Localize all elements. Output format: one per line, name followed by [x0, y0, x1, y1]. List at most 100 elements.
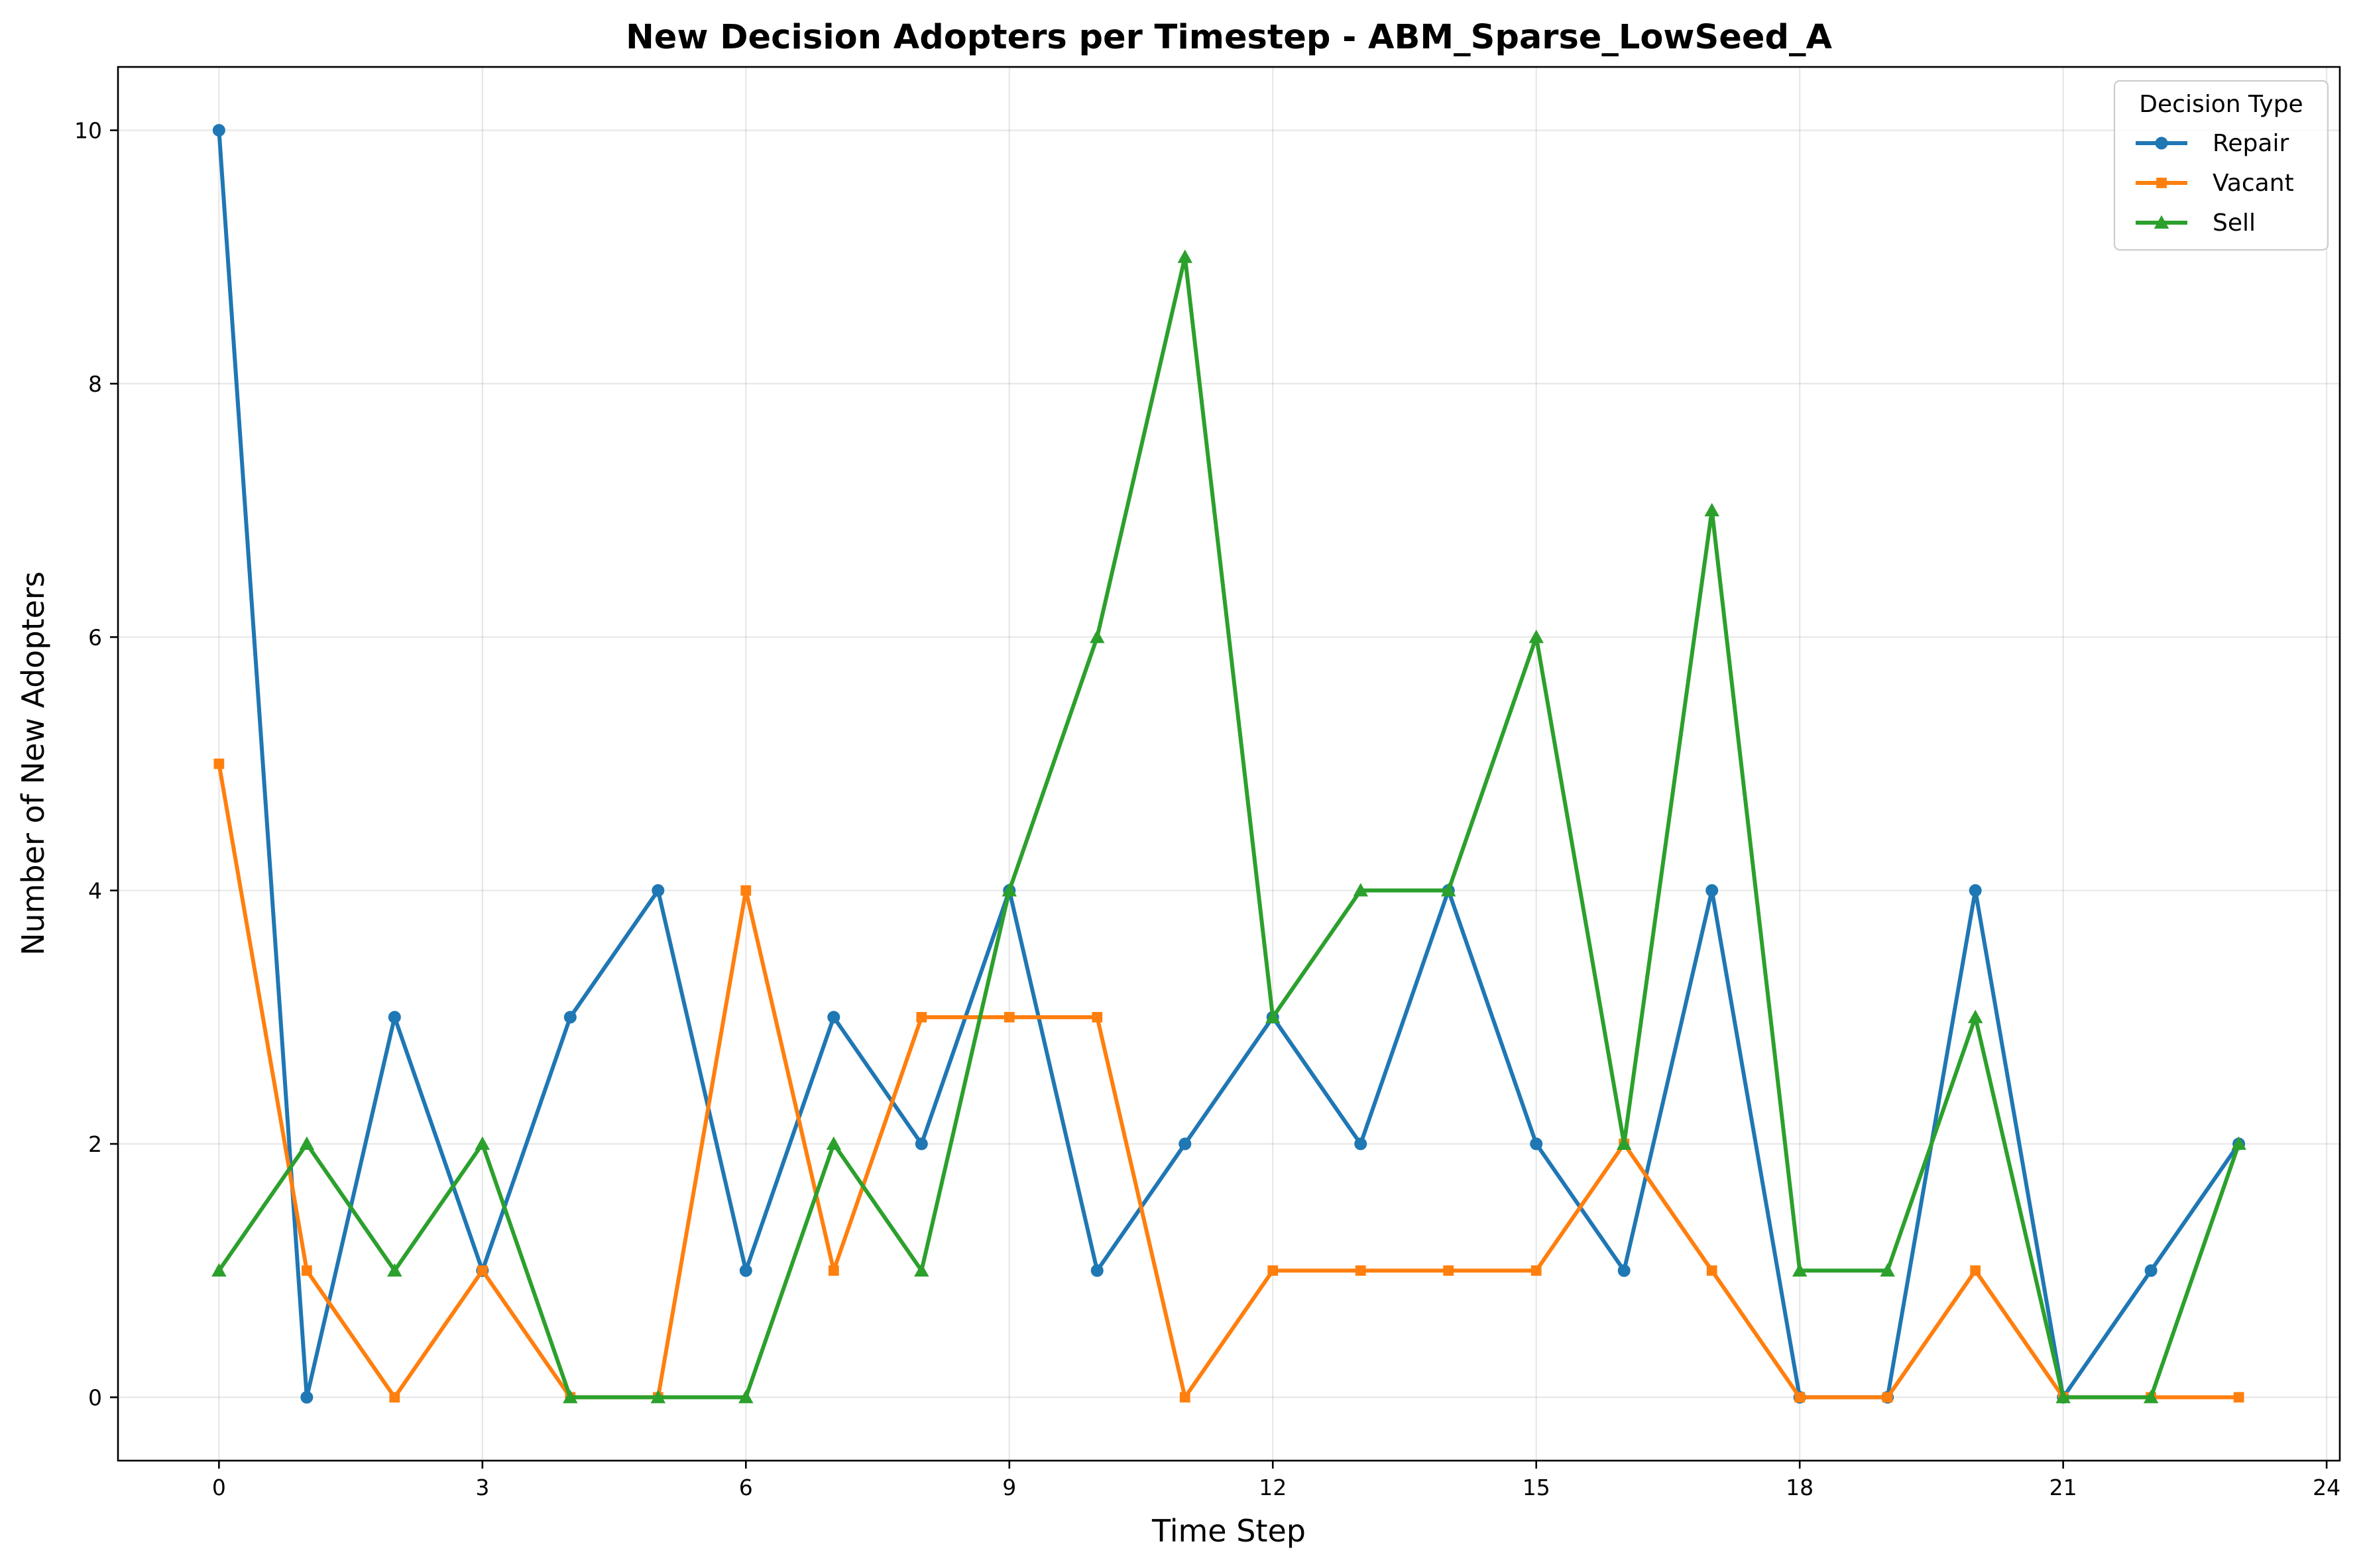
axes-frame	[117, 66, 2341, 1462]
data-point-sell	[1090, 630, 1105, 644]
data-point-repair	[388, 1011, 401, 1024]
data-point-sell	[1265, 1009, 1281, 1023]
series-vacant	[213, 758, 2244, 1403]
data-point-sell	[738, 1390, 754, 1404]
y-tick-label: 4	[88, 878, 102, 904]
data-point-repair	[300, 1390, 314, 1404]
x-axis-label: Time Step	[1151, 1513, 1306, 1549]
legend-marker-vacant	[2156, 178, 2167, 188]
data-point-vacant	[1004, 1011, 1015, 1023]
data-point-sell	[387, 1262, 402, 1277]
data-point-repair	[212, 124, 225, 137]
data-point-repair	[563, 1011, 577, 1024]
data-point-sell	[650, 1390, 666, 1404]
y-tick-label: 6	[88, 624, 102, 650]
data-point-vacant	[1092, 1011, 1103, 1023]
data-point-sell	[1177, 249, 1193, 263]
data-point-vacant	[213, 758, 225, 769]
data-point-repair	[1705, 884, 1719, 897]
data-point-sell	[211, 1262, 227, 1277]
data-point-vacant	[389, 1392, 400, 1403]
data-point-vacant	[1530, 1265, 1542, 1276]
data-point-repair	[827, 1011, 840, 1024]
data-point-sell	[1967, 1009, 1983, 1023]
y-tick-label: 0	[88, 1384, 102, 1410]
x-tick-label: 21	[2049, 1475, 2077, 1500]
data-point-vacant	[1794, 1392, 1806, 1403]
data-point-sell	[299, 1136, 315, 1150]
series-line-repair	[217, 128, 2242, 1400]
data-point-repair	[1969, 884, 1982, 897]
x-tick-label: 6	[739, 1475, 753, 1500]
data-point-repair	[652, 884, 665, 897]
legend-label-sell: Sell	[2213, 209, 2256, 237]
y-tick-label: 8	[88, 371, 102, 397]
x-tick-label: 9	[1002, 1475, 1016, 1500]
data-point-sell	[2231, 1136, 2246, 1150]
data-point-sell	[2143, 1390, 2159, 1404]
data-point-vacant	[1970, 1265, 1981, 1276]
data-point-sell	[563, 1390, 578, 1404]
data-point-sell	[1616, 1136, 1632, 1150]
data-point-sell	[1353, 883, 1368, 897]
legend-entry-repair: Repair	[2136, 130, 2289, 157]
plot-series	[211, 124, 2246, 1404]
data-point-repair	[2144, 1264, 2158, 1277]
legend-frame	[2113, 80, 2329, 251]
data-point-vacant	[477, 1265, 488, 1276]
data-point-vacant	[1443, 1265, 1454, 1276]
data-point-sell	[1528, 630, 1544, 644]
series-sell	[211, 249, 2246, 1404]
data-point-sell	[1704, 502, 1719, 517]
data-point-vacant	[301, 1265, 312, 1276]
data-point-vacant	[916, 1011, 927, 1023]
y-axis-label: Number of New Adopters	[15, 571, 51, 956]
data-point-repair	[1090, 1264, 1104, 1277]
chart-title: New Decision Adopters per Timestep - ABM…	[626, 18, 1832, 57]
y-tick-label: 2	[88, 1131, 102, 1157]
x-tick-label: 24	[2313, 1475, 2340, 1500]
legend-title: Decision Type	[2139, 91, 2303, 118]
data-point-repair	[1179, 1137, 1192, 1150]
legend-label-vacant: Vacant	[2213, 170, 2294, 197]
y-tick-label: 10	[74, 118, 102, 144]
legend-entries: Repair Vacant Sell	[2136, 130, 2294, 237]
legend-marker-repair	[2155, 137, 2168, 150]
data-point-vacant	[1706, 1265, 1717, 1276]
legend: Decision Type Repair Vacant Sell	[2113, 80, 2329, 251]
data-point-repair	[915, 1137, 928, 1150]
data-point-sell	[2055, 1390, 2071, 1404]
data-point-vacant	[2233, 1392, 2244, 1403]
x-tick-label: 12	[1259, 1475, 1287, 1500]
data-point-sell	[1792, 1262, 1808, 1277]
data-point-vacant	[740, 885, 752, 896]
x-tick-label: 0	[212, 1475, 226, 1500]
data-point-repair	[1354, 1137, 1367, 1150]
data-point-sell	[826, 1136, 842, 1150]
x-tick-label: 3	[475, 1475, 489, 1500]
data-point-repair	[739, 1264, 752, 1277]
legend-label-repair: Repair	[2213, 130, 2289, 157]
data-point-vacant	[1267, 1265, 1279, 1276]
data-point-sell	[1440, 883, 1456, 897]
data-point-vacant	[1355, 1265, 1366, 1276]
x-tick-label: 15	[1523, 1475, 1550, 1500]
series-line-vacant	[216, 761, 2241, 1400]
data-point-vacant	[828, 1265, 839, 1276]
series-line-sell	[216, 254, 2242, 1400]
data-point-sell	[914, 1262, 929, 1277]
data-point-repair	[1617, 1264, 1631, 1277]
data-point-sell	[1880, 1262, 1895, 1277]
x-tick-label: 18	[1786, 1475, 1814, 1500]
legend-marker-sell	[2154, 215, 2169, 229]
data-point-sell	[1002, 883, 1017, 897]
data-point-repair	[1530, 1137, 1543, 1150]
data-point-vacant	[1882, 1392, 1893, 1403]
legend-entry-vacant: Vacant	[2136, 170, 2294, 197]
legend-entry-sell: Sell	[2136, 209, 2256, 237]
data-point-sell	[475, 1136, 490, 1150]
data-point-vacant	[1179, 1392, 1190, 1403]
